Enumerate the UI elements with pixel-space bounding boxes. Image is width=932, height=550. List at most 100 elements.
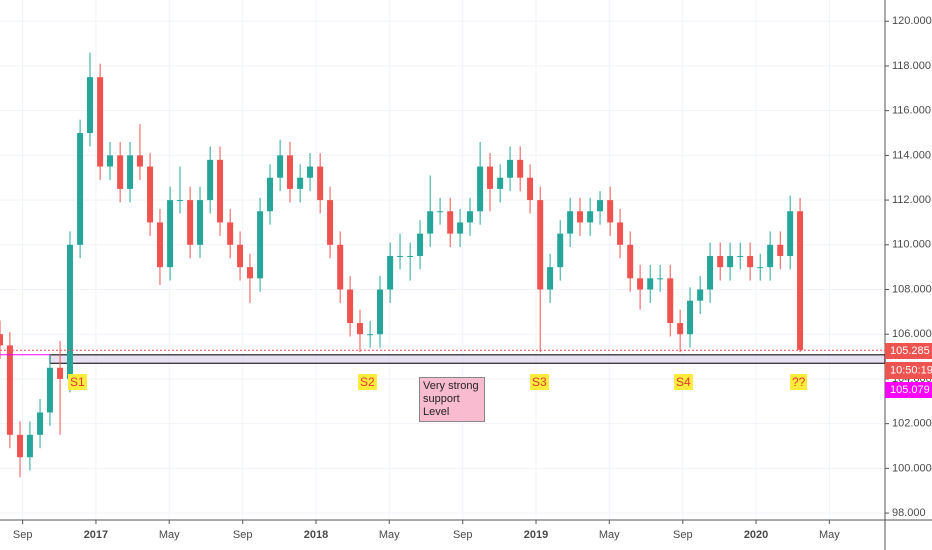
y-tick-label: 102.000 bbox=[892, 418, 932, 430]
candle-body bbox=[497, 177, 504, 189]
candle-body bbox=[17, 434, 24, 458]
candle-body bbox=[777, 244, 784, 256]
candle-body bbox=[367, 334, 374, 336]
y-tick-label: 118.000 bbox=[892, 60, 931, 72]
y-tick-label: 116.000 bbox=[892, 105, 931, 117]
candle-body bbox=[717, 255, 724, 268]
candle-body bbox=[127, 155, 134, 189]
x-tick-label: Sep bbox=[453, 529, 473, 541]
candle-body bbox=[167, 200, 174, 268]
y-tick-label: 100.000 bbox=[892, 462, 932, 474]
candle-body bbox=[457, 222, 464, 234]
candle-body bbox=[37, 412, 44, 435]
candle-body bbox=[587, 211, 594, 223]
candle-body bbox=[507, 159, 514, 178]
candle-body bbox=[647, 278, 654, 290]
candle-body bbox=[677, 323, 684, 335]
candle-body bbox=[657, 278, 664, 280]
candle-body bbox=[297, 177, 304, 189]
candle-body bbox=[797, 211, 804, 350]
candle-body bbox=[637, 278, 644, 290]
candle-body bbox=[447, 211, 454, 234]
candle-body bbox=[607, 200, 614, 223]
candle-body bbox=[156, 222, 163, 268]
candle-body bbox=[257, 211, 264, 279]
candle-body bbox=[687, 300, 694, 335]
candle-body bbox=[107, 155, 114, 167]
candle-body bbox=[207, 159, 214, 201]
annotation: S4 bbox=[674, 374, 693, 390]
candle-body bbox=[557, 233, 564, 268]
candle-body bbox=[467, 211, 474, 223]
candle-body bbox=[417, 233, 424, 256]
candle-body bbox=[0, 334, 3, 346]
price-label: 105.079 bbox=[890, 384, 930, 396]
y-tick-label: 98.000 bbox=[892, 507, 926, 519]
candle-body bbox=[266, 177, 273, 212]
note: Very strong support Level bbox=[419, 377, 485, 422]
candle-body bbox=[317, 166, 324, 201]
candle-body bbox=[277, 155, 284, 178]
annotation: S2 bbox=[358, 374, 377, 390]
x-tick-label: 2020 bbox=[744, 529, 768, 541]
x-tick-label: May bbox=[379, 529, 400, 541]
countdown: 10:50:19 bbox=[890, 364, 932, 376]
y-tick-label: 106.000 bbox=[892, 328, 932, 340]
candle-body bbox=[727, 255, 734, 268]
candle-body bbox=[217, 159, 224, 223]
candle-body bbox=[787, 211, 794, 256]
candle-body bbox=[707, 255, 714, 290]
candle-body bbox=[136, 155, 143, 167]
candle-body bbox=[347, 289, 354, 324]
annotation: S3 bbox=[530, 374, 549, 390]
candle-body bbox=[697, 289, 704, 301]
candle-body bbox=[246, 267, 253, 279]
candle-body bbox=[667, 278, 674, 324]
annotation: S1 bbox=[68, 374, 87, 390]
candle-body bbox=[147, 166, 154, 223]
price-label: 105.285 bbox=[890, 345, 930, 357]
candle-body bbox=[437, 211, 444, 213]
x-tick-label: Sep bbox=[233, 529, 253, 541]
x-tick-label: May bbox=[599, 529, 620, 541]
candle-body bbox=[77, 133, 84, 245]
support-zone bbox=[49, 354, 886, 364]
candle-body bbox=[537, 200, 544, 290]
candle-body bbox=[617, 222, 624, 245]
candle-body bbox=[577, 211, 584, 223]
y-tick-label: 110.000 bbox=[892, 239, 931, 251]
countdown-box bbox=[885, 362, 932, 379]
x-tick-label: Sep bbox=[673, 529, 693, 541]
x-tick-label: 2019 bbox=[524, 529, 548, 541]
annotation: ?? bbox=[790, 374, 808, 390]
candle-body bbox=[287, 155, 294, 189]
y-tick-label: 114.000 bbox=[892, 149, 931, 161]
y-tick-label: 108.000 bbox=[892, 283, 932, 295]
candle-body bbox=[86, 77, 93, 134]
candle-body bbox=[757, 267, 764, 269]
candle-body bbox=[176, 200, 183, 202]
candle-body bbox=[227, 222, 234, 245]
x-tick-label: 2018 bbox=[304, 529, 328, 541]
price-label-box bbox=[885, 343, 932, 359]
candle-body bbox=[567, 211, 574, 234]
candle-body bbox=[427, 211, 434, 234]
candle-body bbox=[747, 255, 754, 268]
candle-body bbox=[627, 244, 634, 279]
candle-body bbox=[477, 166, 484, 212]
candle-body bbox=[356, 323, 363, 335]
x-tick-label: May bbox=[159, 529, 180, 541]
candle-body bbox=[337, 244, 344, 290]
price-label-box bbox=[885, 382, 932, 398]
y-tick-label: 112.000 bbox=[892, 194, 931, 206]
candle-body bbox=[387, 255, 394, 290]
candle-body bbox=[97, 77, 104, 167]
candle-body bbox=[117, 155, 124, 189]
y-tick-label: 120.000 bbox=[892, 15, 932, 27]
candle-body bbox=[197, 200, 204, 245]
candle-body bbox=[66, 244, 73, 379]
candle-body bbox=[397, 255, 404, 257]
candle-body bbox=[307, 166, 314, 178]
